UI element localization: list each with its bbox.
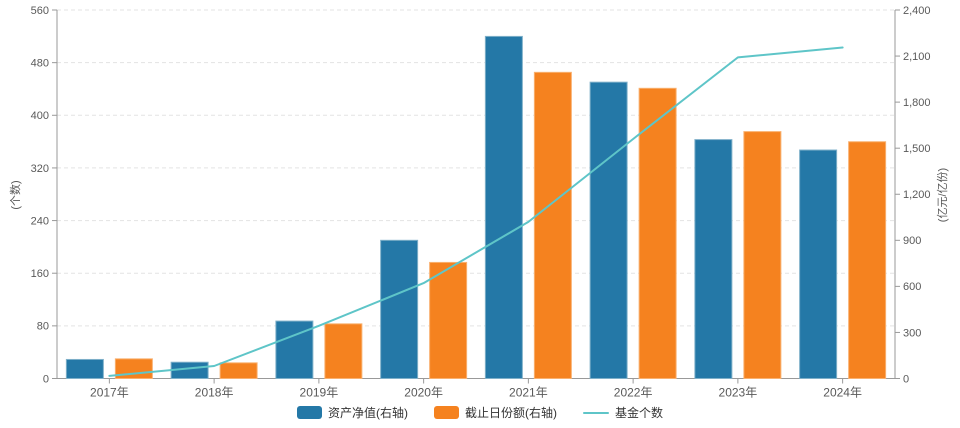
right-axis-tick-label: 900 xyxy=(903,235,921,247)
closing-shares-bar-2021[interactable] xyxy=(533,71,572,379)
left-axis-tick-label: 560 xyxy=(31,5,49,17)
legend-label-closing-shares: 截止日份额(右轴) xyxy=(464,406,557,420)
left-axis-title: (个数) xyxy=(10,180,22,210)
fund-count-line-swatch-icon xyxy=(582,411,609,414)
right-axis-tick-label: 2,400 xyxy=(903,5,931,17)
x-axis-label: 2019年 xyxy=(300,386,339,400)
right-axis-tick-label: 1,200 xyxy=(903,189,931,201)
x-axis-label: 2020年 xyxy=(404,386,443,400)
closing-shares-bar-2020[interactable] xyxy=(429,261,468,379)
left-axis-tick-label: 320 xyxy=(31,163,49,175)
net-asset-value-bar-2021[interactable] xyxy=(484,35,523,379)
right-axis-tick-label: 300 xyxy=(903,327,921,339)
x-axis-label: 2023年 xyxy=(719,386,758,400)
right-axis-title: (亿元/亿份) xyxy=(937,167,949,223)
closing-shares-bar-2022[interactable] xyxy=(638,87,677,380)
left-axis-tick-label: 160 xyxy=(31,268,49,280)
left-axis-tick-label: 0 xyxy=(43,373,49,385)
left-axis-tick-label: 80 xyxy=(37,321,49,333)
right-axis-tick-label: 2,100 xyxy=(903,51,931,63)
legend-label-net-asset-value: 资产净值(右轴) xyxy=(327,406,408,420)
fund-count-line[interactable] xyxy=(108,46,844,377)
right-axis-tick-label: 0 xyxy=(903,373,909,385)
legend: 资产净值(右轴) 截止日份额(右轴) 基金个数 xyxy=(0,404,960,421)
legend-label-fund-count: 基金个数 xyxy=(614,406,663,420)
closing-shares-bar-2023[interactable] xyxy=(743,131,782,379)
legend-item-closing-shares[interactable]: 截止日份额(右轴) xyxy=(433,404,557,421)
x-axis-label: 2018年 xyxy=(195,386,234,400)
closing-shares-bar-2024[interactable] xyxy=(848,141,887,379)
x-axis-label: 2022年 xyxy=(614,386,653,400)
right-axis-tick-label: 1,500 xyxy=(903,143,931,155)
legend-item-net-asset-value[interactable]: 资产净值(右轴) xyxy=(296,404,408,421)
net-asset-value-bar-2022[interactable] xyxy=(589,81,628,379)
right-axis-tick-label: 1,800 xyxy=(903,97,931,109)
left-axis-tick-label: 240 xyxy=(31,215,49,227)
left-axis-tick-label: 400 xyxy=(31,110,49,122)
right-axis-tick-label: 600 xyxy=(903,281,921,293)
net-asset-value-bar-2017[interactable] xyxy=(65,358,104,380)
left-axis-tick-label: 480 xyxy=(31,57,49,69)
net-asset-value-swatch-icon xyxy=(296,406,322,419)
x-axis-label: 2021年 xyxy=(509,386,548,400)
closing-shares-swatch-icon xyxy=(433,406,459,419)
closing-shares-bar-2019[interactable] xyxy=(324,323,363,380)
net-asset-value-bar-2024[interactable] xyxy=(799,149,838,379)
legend-item-fund-count[interactable]: 基金个数 xyxy=(582,404,663,421)
x-axis-label: 2024年 xyxy=(823,386,862,400)
net-asset-value-bar-2020[interactable] xyxy=(380,239,419,379)
net-asset-value-bar-2023[interactable] xyxy=(694,139,733,379)
x-axis-label: 2017年 xyxy=(90,386,129,400)
closing-shares-bar-2018[interactable] xyxy=(219,362,258,379)
